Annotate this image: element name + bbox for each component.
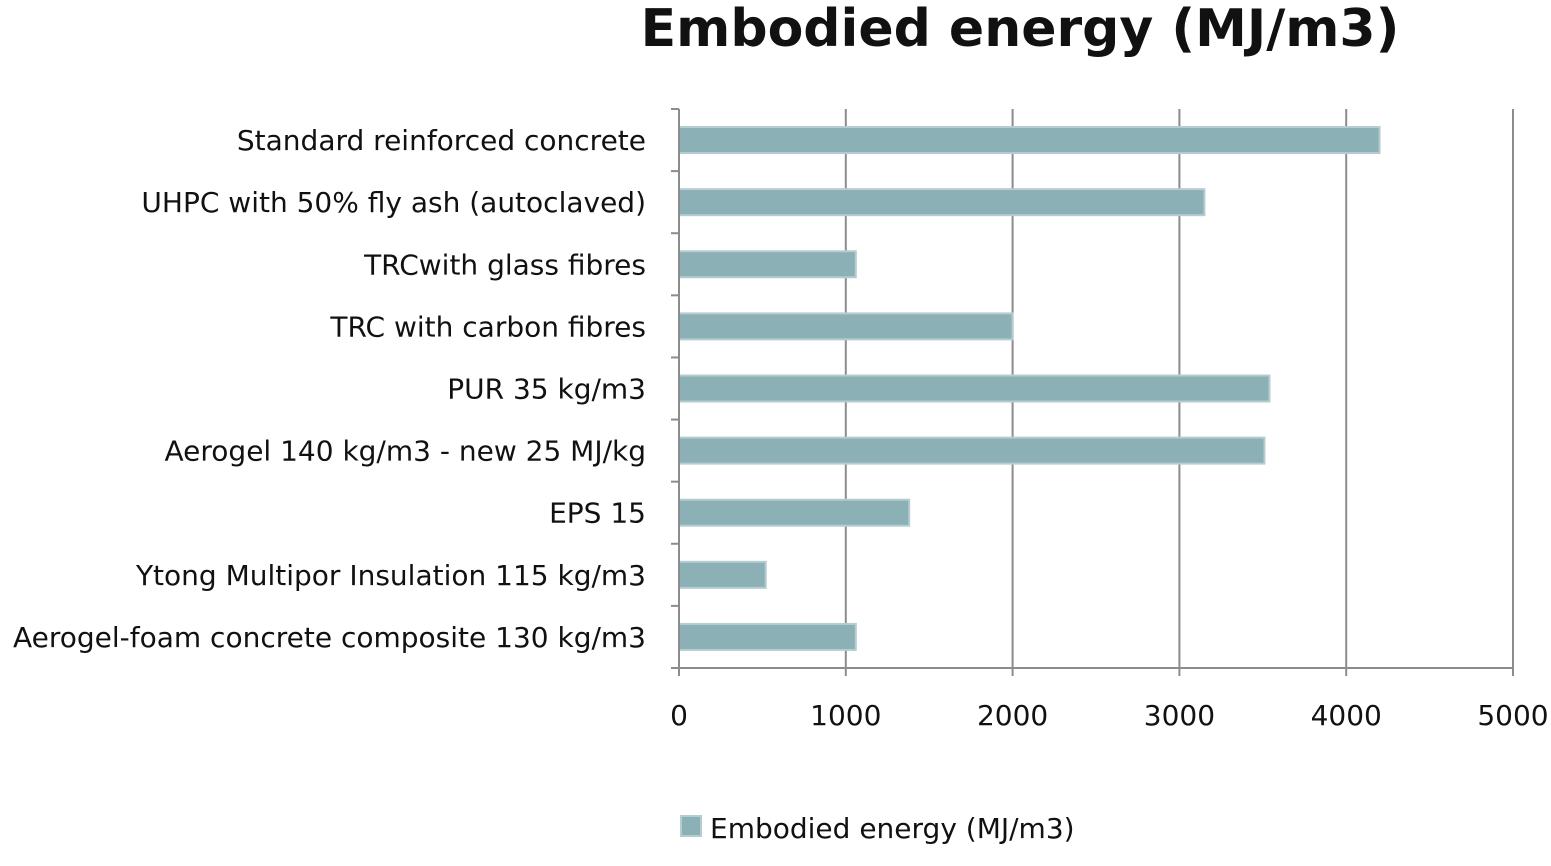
category-label: TRC with carbon fibres [329, 310, 646, 343]
bar [678, 436, 1266, 465]
x-tick-label: 1000 [810, 699, 881, 732]
category-label: Standard reinforced concrete [237, 124, 646, 157]
category-label: TRCwith glass fibres [363, 248, 646, 281]
category-label: Aerogel 140 kg/m3 - new 25 MJ/kg [165, 435, 647, 468]
legend: Embodied energy (MJ/m3) [680, 812, 1075, 845]
legend-swatch [680, 815, 702, 837]
category-label: Ytong Multipor Insulation 115 kg/m3 [135, 559, 646, 592]
bar [678, 312, 1014, 341]
bar [678, 498, 911, 527]
bar [678, 250, 857, 279]
bar [678, 374, 1271, 403]
legend-label: Embodied energy (MJ/m3) [710, 812, 1075, 845]
category-label: Aerogel-foam concrete composite 130 kg/m… [13, 621, 646, 654]
x-tick-label: 2000 [977, 699, 1048, 732]
category-labels: Standard reinforced concrete UHPC with 50… [13, 124, 646, 654]
bar [678, 188, 1206, 217]
axes [671, 108, 1514, 676]
x-tick-label: 4000 [1311, 699, 1382, 732]
bar [678, 126, 1381, 155]
x-tick-label: 5000 [1477, 699, 1548, 732]
bar [678, 622, 857, 651]
bar [678, 560, 767, 589]
bars [678, 126, 1381, 651]
x-tick-label: 3000 [1144, 699, 1215, 732]
chart-title: Embodied energy (MJ/m3) [641, 0, 1400, 59]
x-tick-label: 0 [670, 699, 688, 732]
x-tick-labels: 0 1000 2000 3000 4000 5000 [670, 699, 1549, 732]
category-label: EPS 15 [549, 497, 646, 530]
category-label: PUR 35 kg/m3 [447, 373, 646, 406]
category-label: UHPC with 50% fly ash (autoclaved) [141, 186, 646, 219]
